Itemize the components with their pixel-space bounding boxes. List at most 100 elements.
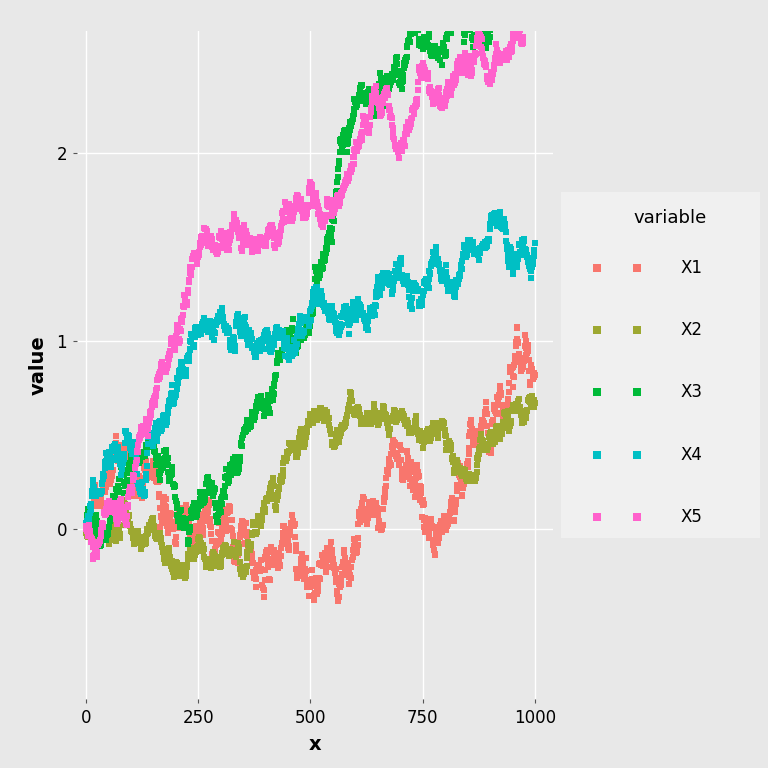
X5 [355,127,367,140]
X1 [431,524,443,536]
X3 [422,31,434,44]
X1 [321,544,333,556]
X2 [304,408,316,420]
X3 [339,131,352,144]
X3 [170,495,182,507]
X1 [200,510,212,522]
X3 [456,2,468,14]
X3 [355,80,367,92]
X4 [135,488,147,500]
X5 [80,519,92,531]
X3 [244,421,257,433]
X1 [281,528,293,540]
X1 [142,469,154,482]
X1 [404,473,416,485]
X5 [355,128,367,141]
X5 [284,214,296,227]
X4 [316,290,328,303]
X1 [468,429,481,441]
X5 [381,83,393,95]
X1 [241,530,253,542]
X5 [306,183,318,195]
X4 [359,314,371,326]
X5 [471,32,483,45]
X1 [485,432,498,444]
X1 [488,402,500,415]
X5 [474,29,486,41]
X2 [415,434,428,446]
X2 [421,425,433,438]
X5 [376,106,389,118]
X4 [367,300,379,313]
X3 [366,88,379,101]
X5 [191,250,204,263]
X4 [467,239,479,251]
X3 [276,332,289,344]
X4 [121,431,134,443]
X2 [374,409,386,422]
X1 [194,523,206,535]
X2 [127,528,139,540]
X1 [204,519,217,531]
X1 [455,475,468,487]
X4 [85,498,98,511]
X4 [488,209,501,221]
X3 [428,50,440,62]
X4 [508,256,521,268]
X2 [425,425,437,437]
X3 [455,2,467,15]
X1 [141,468,153,480]
X4 [186,329,198,341]
X5 [289,200,301,212]
X2 [409,415,421,428]
X5 [220,227,232,240]
X2 [240,560,253,572]
X1 [333,578,346,590]
X1 [314,572,326,584]
X3 [263,402,275,415]
X2 [360,415,372,428]
X5 [366,90,379,102]
X2 [282,446,294,458]
X5 [233,232,245,244]
X1 [154,521,167,533]
X2 [156,541,168,553]
X3 [82,505,94,517]
X1 [475,420,487,432]
X5 [257,234,269,247]
X1 [190,520,202,532]
X3 [236,439,248,452]
X3 [389,61,401,73]
X4 [306,297,318,310]
X4 [201,320,214,333]
X4 [270,320,283,333]
X4 [115,455,127,467]
X4 [310,296,322,308]
X4 [109,439,121,451]
X2 [456,465,468,478]
X5 [121,518,133,531]
X2 [358,417,370,429]
X3 [237,429,250,441]
X3 [394,76,406,88]
X2 [412,432,425,445]
X5 [487,66,499,78]
X4 [157,410,170,422]
X2 [268,490,280,502]
X4 [439,268,452,280]
X2 [198,543,210,555]
X3 [361,91,373,103]
X2 [315,404,327,416]
X2 [303,419,315,431]
X1 [138,463,151,475]
X3 [144,432,156,444]
X4 [123,430,135,442]
X5 [429,95,441,108]
X1 [367,507,379,519]
X3 [184,521,196,533]
X4 [177,363,189,376]
X3 [358,92,370,104]
X5 [359,112,372,124]
X1 [359,507,371,519]
X3 [296,333,309,345]
